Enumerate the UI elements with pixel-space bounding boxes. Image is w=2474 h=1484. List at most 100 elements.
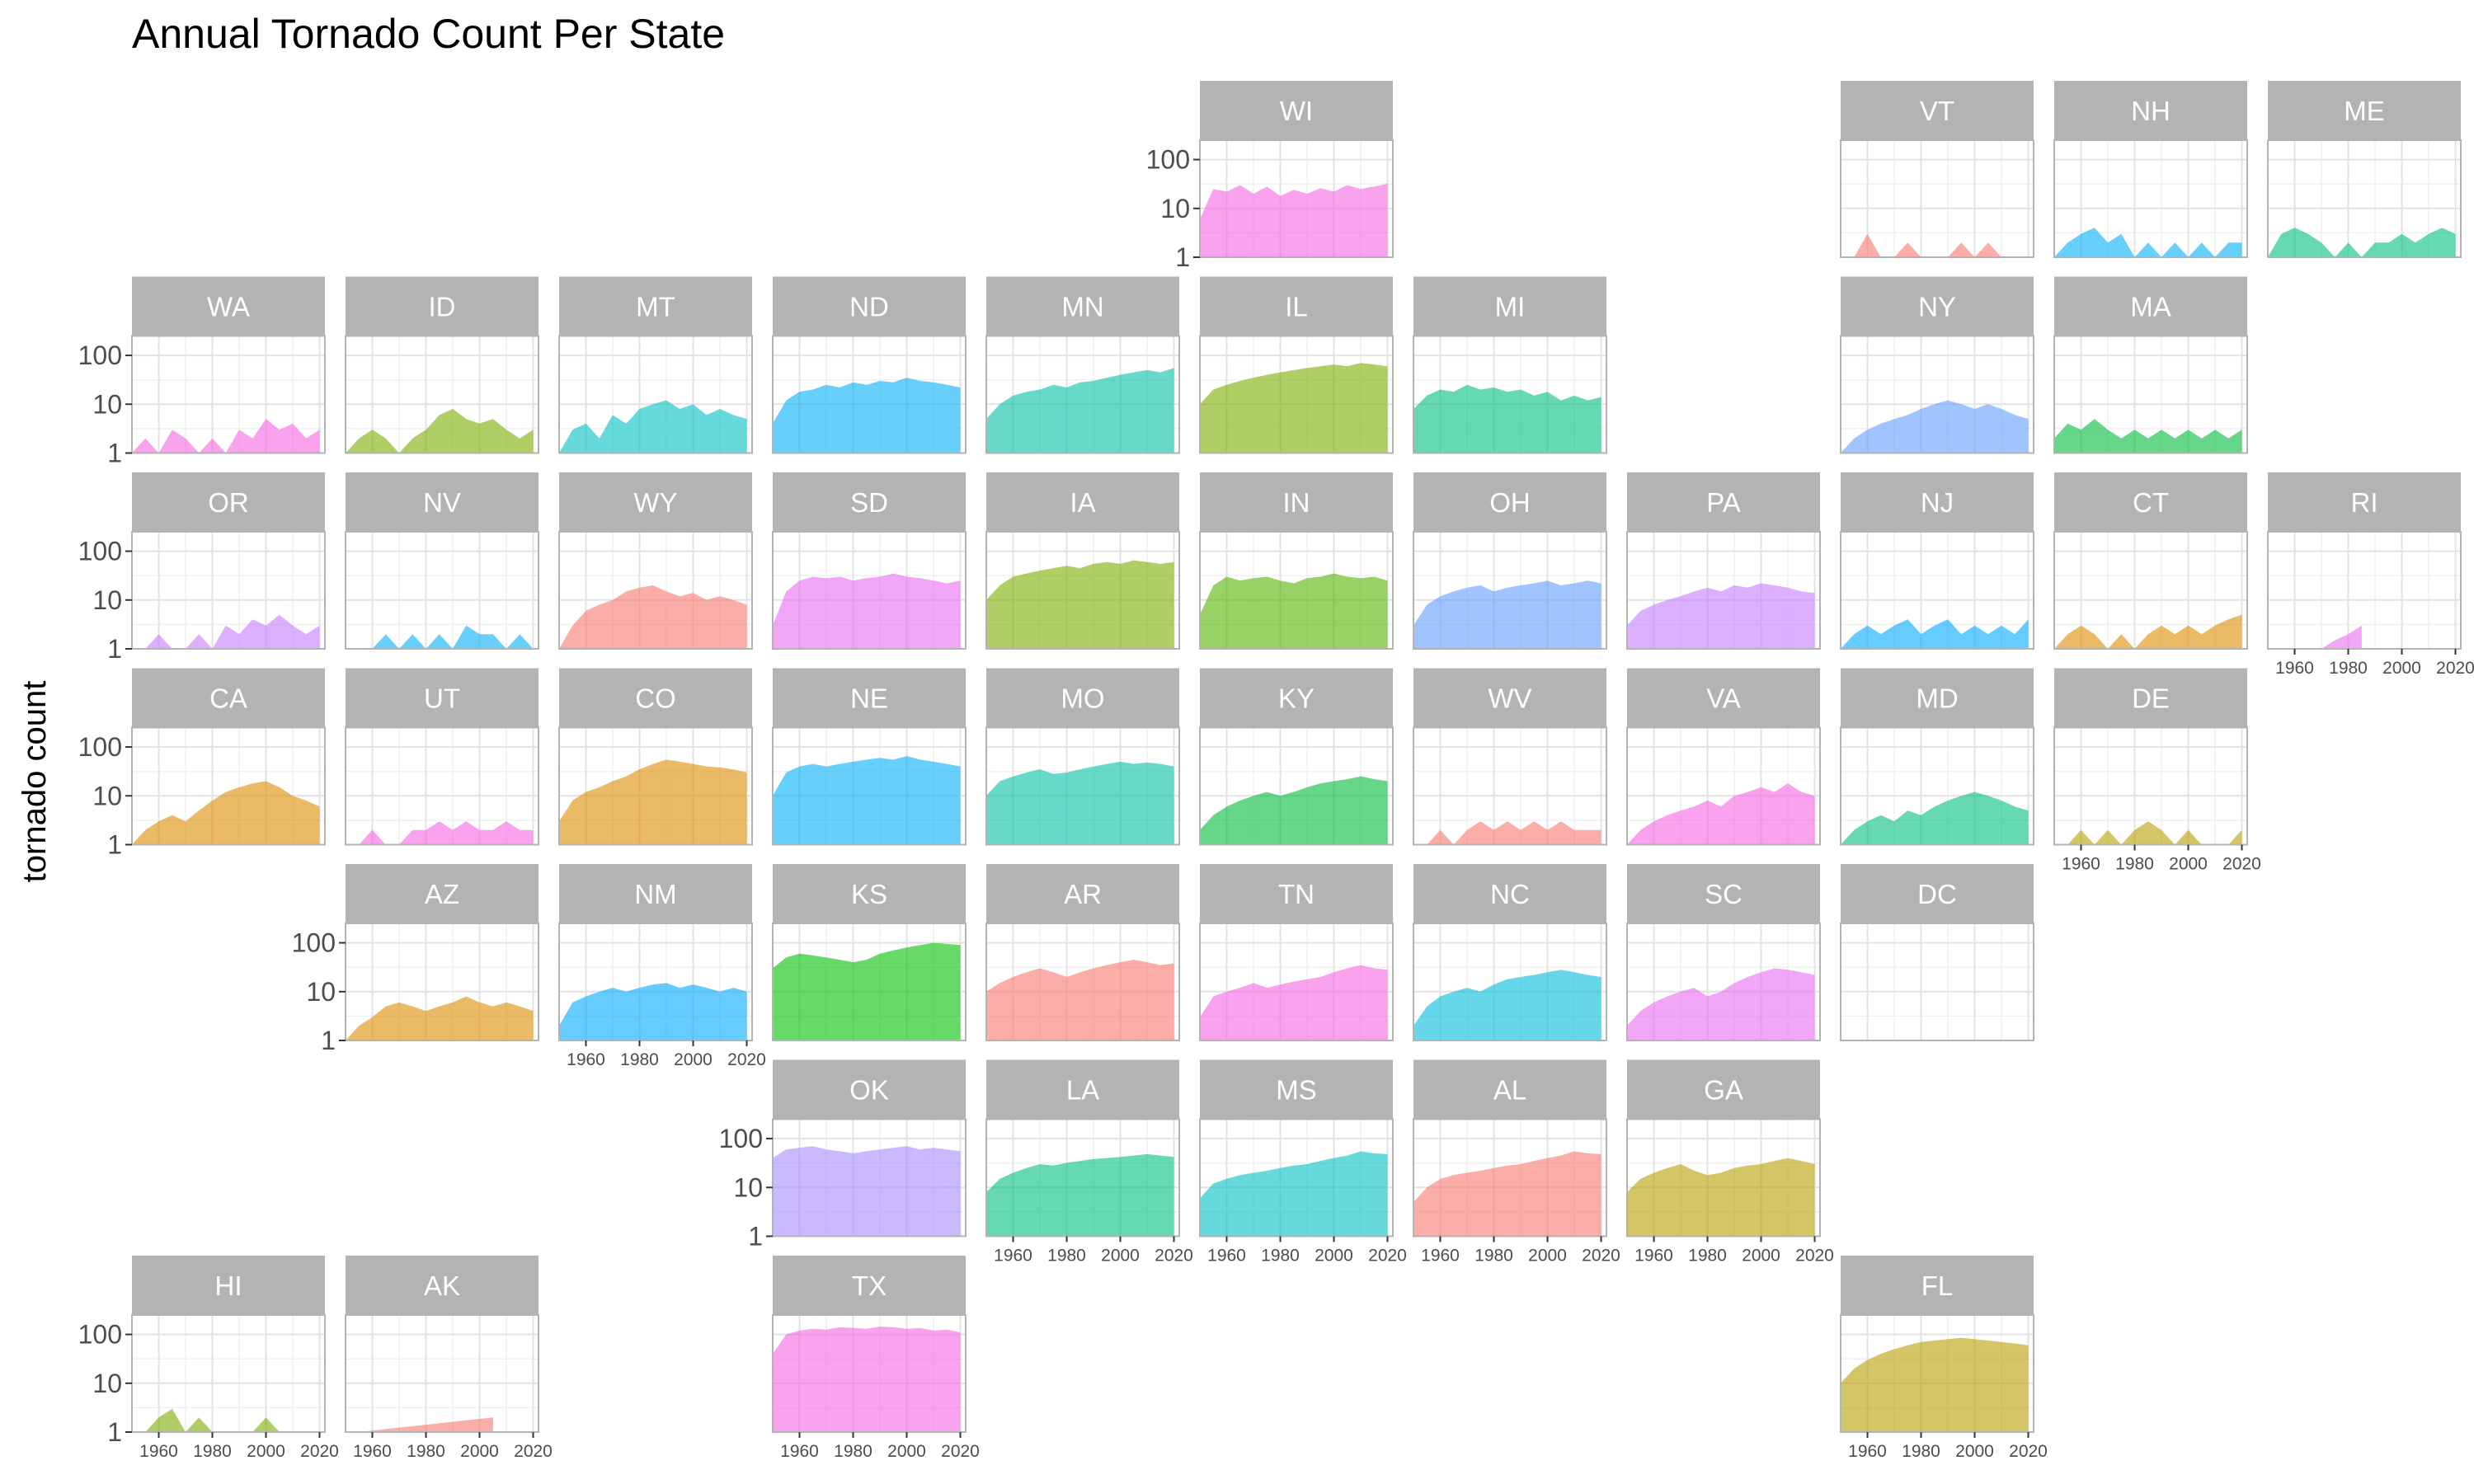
facet-strip [132,1256,325,1315]
facet-hi: HI 1 10 100 1960 1980 2000 2020 [78,1256,339,1461]
facet-strip-label: MS [1276,1075,1317,1106]
facet-al: AL 1960 1980 2000 2020 [1413,1059,1620,1266]
y-tick-label: 100 [292,928,336,958]
x-tick-label: 1980 [620,1050,659,1069]
facet-ga: GA 1960 1980 2000 2020 [1626,1059,1834,1266]
facet-ny: NY [1840,276,2034,454]
area-series-tx [773,1327,961,1432]
area-series-mt [559,400,747,453]
facet-border [985,923,1180,1041]
x-tick-label: 2020 [2436,659,2474,678]
facet-sd: SD [772,472,967,650]
area-series-co [559,759,747,845]
facet-strip [346,276,539,336]
facet-strip [132,276,325,336]
facet-border [1413,335,1607,454]
facet-border [558,923,753,1041]
facet-nj: NJ [1840,472,2034,650]
facet-ne: NE [772,668,967,846]
facet-border [2267,139,2462,258]
x-tick-label: 1960 [994,1247,1032,1266]
facet-border [345,726,539,846]
y-tick-label: 1 [107,830,122,860]
x-tick-label: 2000 [247,1442,285,1461]
area-series-ms [1200,1151,1388,1237]
area-series-ri [2321,625,2362,649]
facet-border [1626,726,1821,846]
facet-border [1199,531,1394,650]
facet-strip [1200,276,1393,336]
x-tick-label: 1960 [1421,1247,1460,1266]
facet-strip [1200,472,1393,532]
facet-panel [2268,532,2461,649]
facet-strip-label: WA [207,292,250,322]
facet-la: LA 1960 1980 2000 2020 [985,1059,1193,1266]
facet-strip-label: NE [850,683,888,714]
x-tick-label: 2020 [1582,1247,1620,1266]
x-tick-label: 1980 [193,1442,232,1461]
facet-strip-label: FL [1921,1270,1954,1301]
facet-border [1199,1118,1394,1237]
facet-az: AZ 1 10 100 [292,864,539,1055]
facet-strip [1627,472,1820,532]
facet-panel [346,1315,539,1432]
facet-wa: WA 1 10 100 [78,276,326,468]
facet-strip [2054,668,2247,728]
facet-border [1413,923,1607,1041]
area-series-ct [2054,614,2242,649]
facet-strip-label: AK [424,1270,460,1301]
facet-strip-label: ND [849,292,889,322]
x-tick-label: 1980 [2115,855,2154,874]
facet-strip-label: UT [424,683,460,714]
area-series-ak [359,1417,493,1432]
area-series-az [346,996,534,1040]
facet-border [985,531,1180,650]
facet-strip [1841,276,2034,336]
facet-border [2267,531,2462,650]
facet-border [772,923,967,1041]
facet-ar: AR [985,864,1180,1041]
x-tick-label: 1980 [1902,1442,1940,1461]
facet-strip [1200,81,1393,140]
facet-va: VA [1626,668,1821,846]
facet-mi: MI [1413,276,1607,454]
facet-border [1840,335,2034,454]
facet-strip-label: MN [1061,292,1103,322]
facet-md: MD [1840,668,2034,846]
facet-panel [132,1315,325,1432]
area-series-ma [2054,419,2242,453]
area-series-wi [1200,183,1388,257]
area-series-ca [132,781,320,845]
x-tick-label: 2000 [2382,659,2421,678]
facet-border [345,923,539,1041]
x-tick-label: 2020 [300,1442,339,1461]
x-tick-label: 1960 [780,1442,819,1461]
area-series-pa [1627,583,1815,649]
facet-strip [986,472,1179,532]
facet-strip [132,668,325,728]
facet-border [772,1118,967,1237]
facet-strip [1200,668,1393,728]
x-tick-label: 1980 [1261,1247,1300,1266]
facet-border [1413,1118,1607,1237]
facet-mn: MN [985,276,1180,454]
facet-border [2053,726,2248,846]
area-series-md [1841,791,2029,845]
facet-strip [559,864,752,923]
facet-border [1840,1314,2034,1433]
facet-strip-label: LA [1066,1075,1099,1106]
facet-nd: ND [772,276,967,454]
facet-strip [773,1256,966,1315]
facet-strip-label: NM [634,879,676,909]
facet-strip [773,864,966,923]
facet-strip [132,472,325,532]
facet-border [1413,531,1607,650]
facet-strip [2268,472,2461,532]
x-tick-label: 1960 [139,1442,178,1461]
x-tick-label: 2020 [2222,855,2261,874]
facet-strip-label: IL [1285,292,1308,322]
x-tick-label: 2000 [1742,1247,1780,1266]
facet-strip [2054,472,2247,532]
facet-strip-label: TX [852,1270,887,1301]
facet-ct: CT [2053,472,2248,650]
